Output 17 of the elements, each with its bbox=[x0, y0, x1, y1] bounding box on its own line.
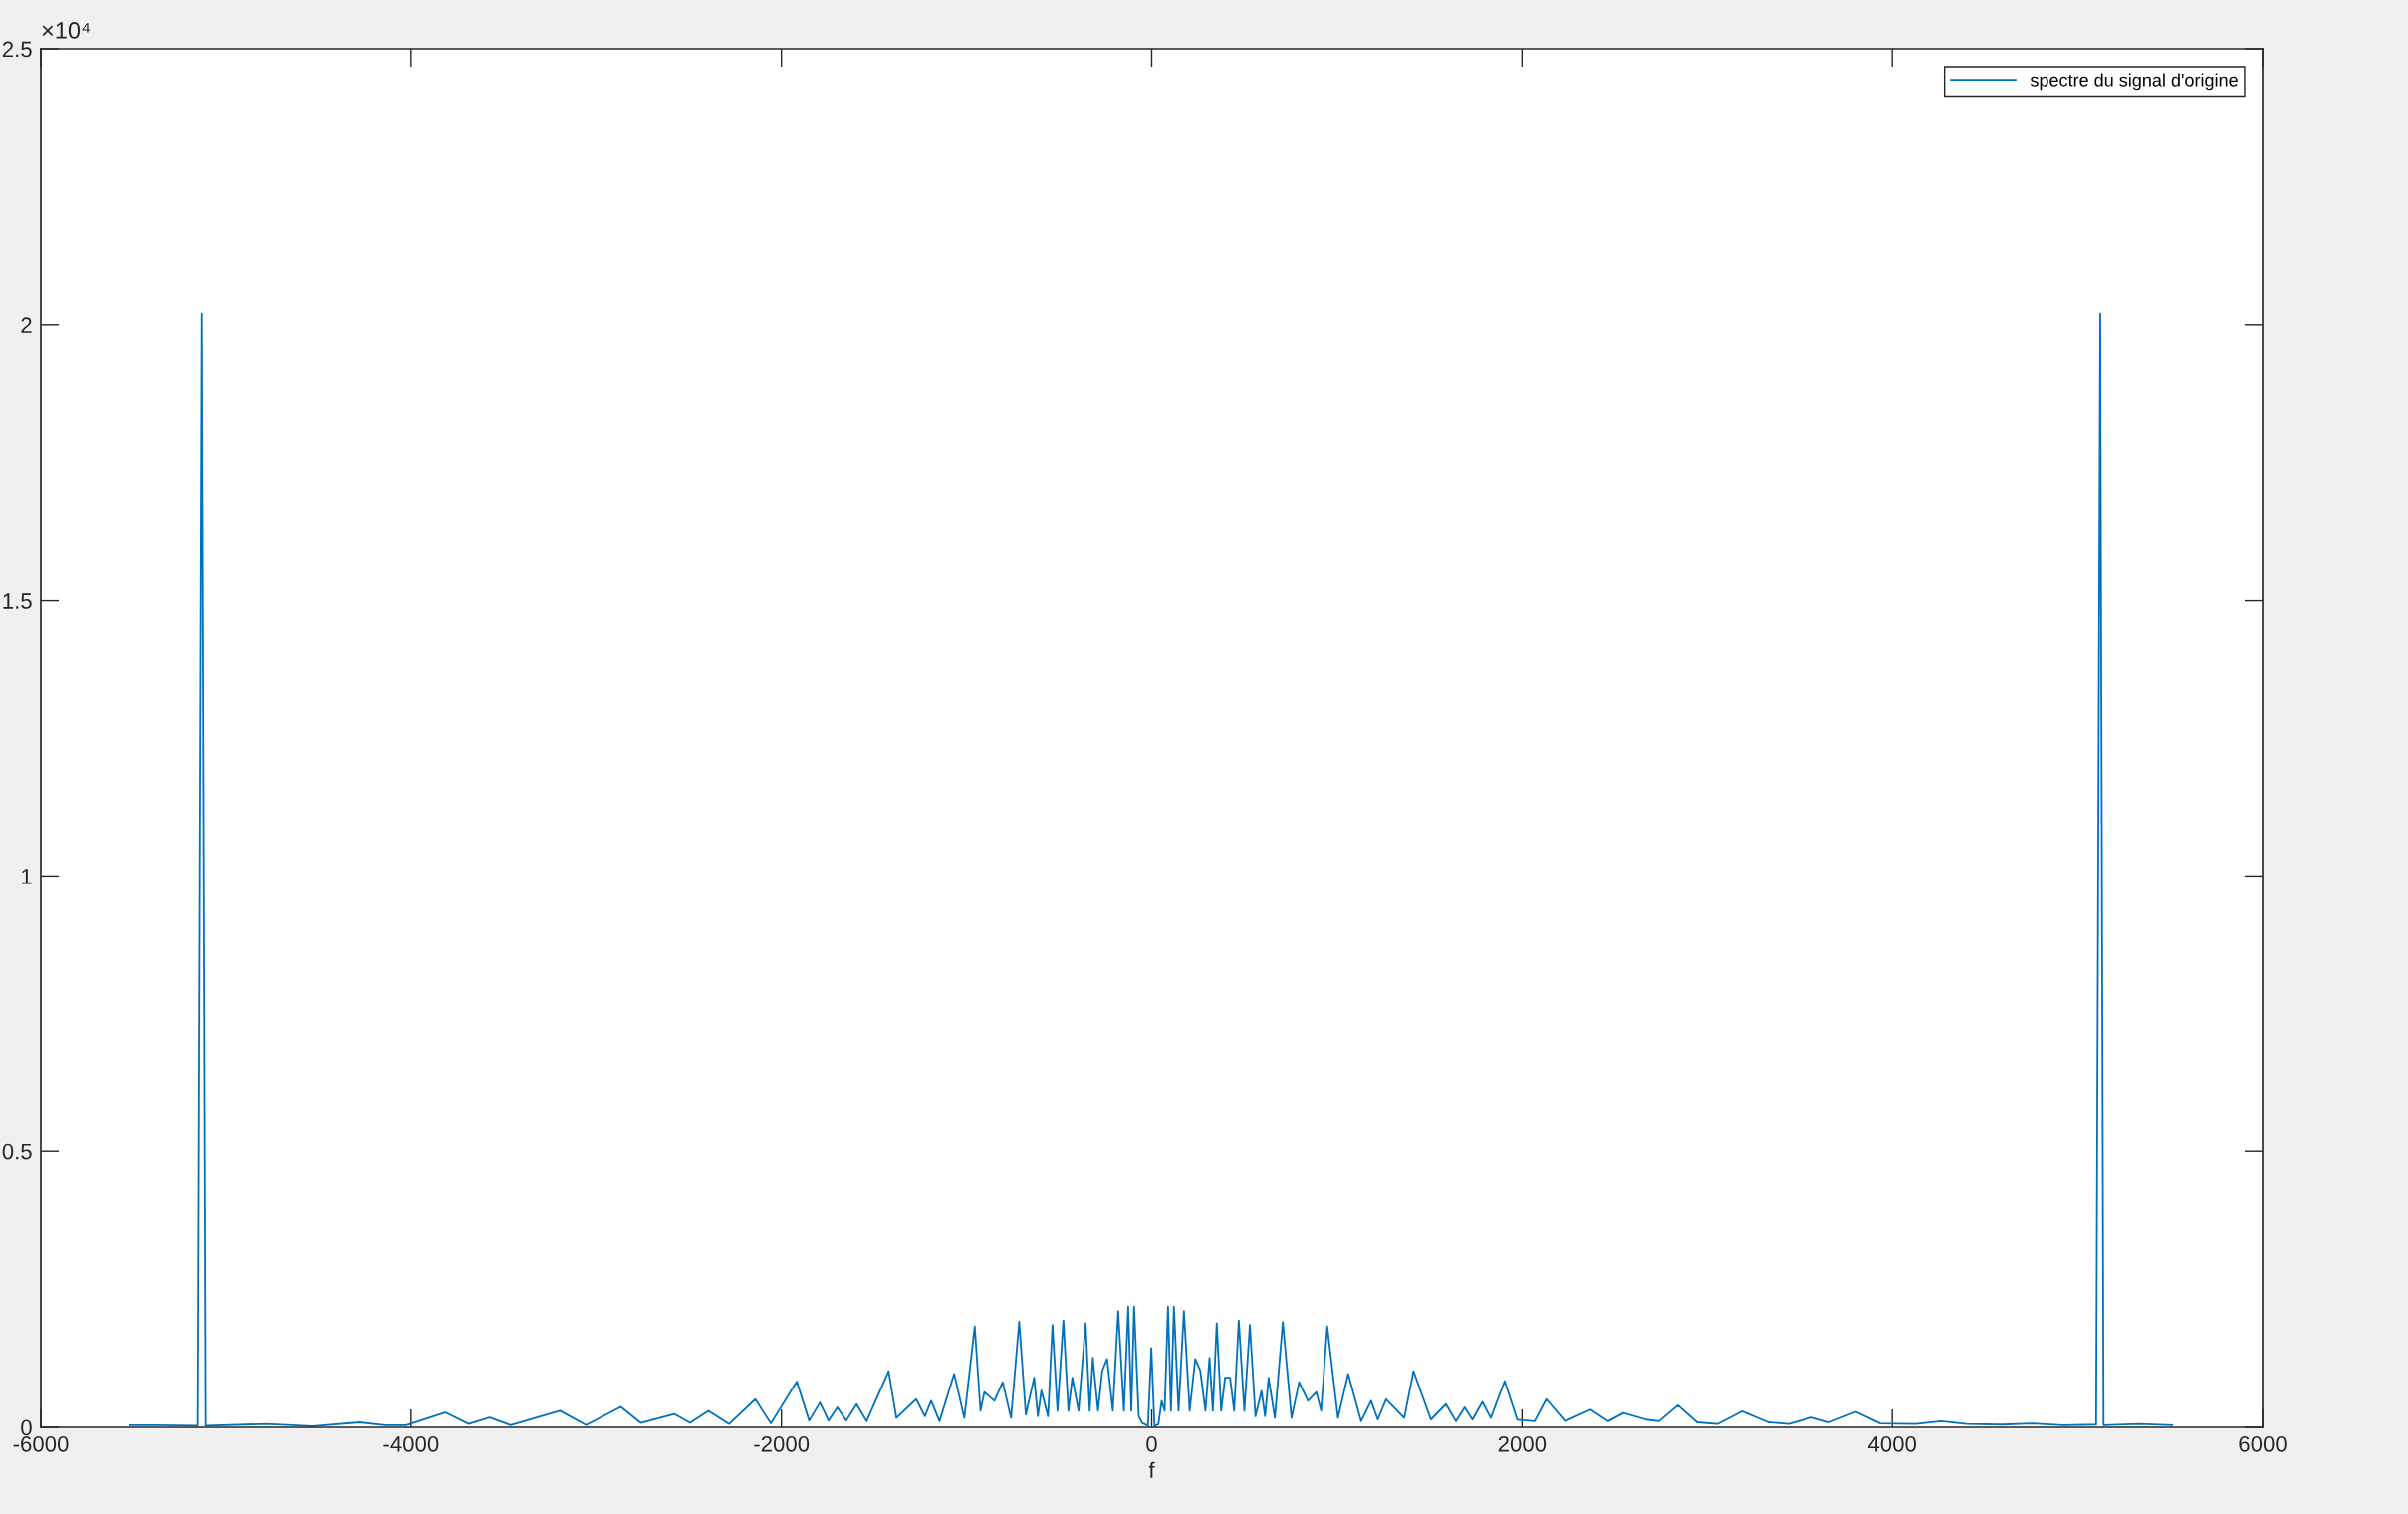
x-tick-label: 0 bbox=[1146, 1435, 1157, 1452]
text: ×10⁴ bbox=[42, 22, 91, 39]
y-tick-label: 1 bbox=[22, 869, 32, 884]
y-tick-label: 0 bbox=[21, 1419, 32, 1436]
x-tick-label: -2000 bbox=[754, 1435, 810, 1452]
y-tick-label: 0.5 bbox=[2, 1143, 32, 1160]
line-series bbox=[128, 312, 2174, 1427]
x-tick-label: 2000 bbox=[1498, 1435, 1547, 1452]
x-tick-label: 6000 bbox=[2239, 1435, 2287, 1452]
legend-label: spectre du signal d'origine bbox=[2030, 73, 2238, 91]
x-tick-label: -4000 bbox=[383, 1435, 439, 1452]
y-tick-label: 2 bbox=[21, 317, 32, 333]
x-axis-title: f bbox=[1148, 1461, 1155, 1478]
x-tick-label: -6000 bbox=[13, 1435, 69, 1452]
x-tick-label: 4000 bbox=[1867, 1435, 1917, 1452]
y-tick-label: 1.5 bbox=[3, 593, 32, 609]
y-tick-label: 2.5 bbox=[2, 41, 32, 58]
